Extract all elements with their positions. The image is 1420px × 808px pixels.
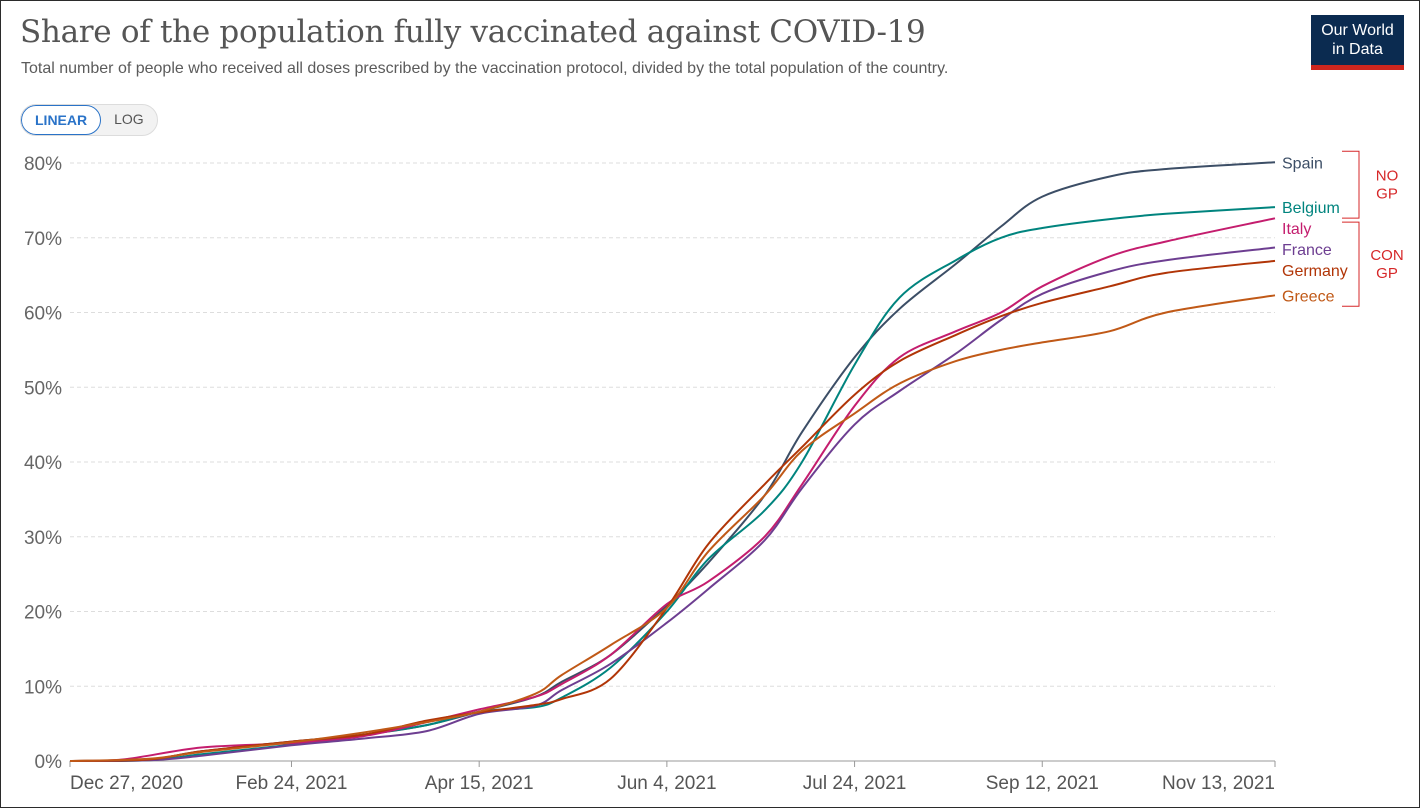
y-tick-label: 0% — [35, 752, 63, 773]
y-tick-label: 30% — [24, 528, 62, 549]
y-tick-label: 80% — [24, 154, 62, 175]
annotation-label: CON — [1370, 247, 1403, 264]
annotation-bracket — [1342, 150, 1360, 219]
x-tick-label: Feb 24, 2021 — [235, 773, 347, 794]
series-label-france: France — [1282, 242, 1332, 259]
series-label-italy: Italy — [1282, 221, 1311, 238]
y-tick-label: 50% — [24, 378, 62, 399]
y-tick-label: 10% — [24, 677, 62, 698]
series-label-greece: Greece — [1282, 288, 1335, 305]
annotation-label: NO — [1376, 168, 1399, 185]
owid-logo[interactable]: Our World in Data — [1311, 15, 1404, 70]
logo-line-2: in Data — [1332, 41, 1383, 58]
y-tick-label: 70% — [24, 229, 62, 250]
series-label-belgium: Belgium — [1282, 200, 1340, 217]
x-tick-label: Nov 13, 2021 — [1162, 773, 1275, 794]
series-line-france — [69, 246, 1276, 762]
log-scale-button[interactable]: LOG — [114, 111, 144, 127]
y-tick-label: 20% — [24, 603, 62, 624]
series-label-germany: Germany — [1282, 263, 1348, 280]
x-tick-label: Jul 24, 2021 — [803, 773, 907, 794]
y-tick-label: 60% — [24, 304, 62, 325]
x-tick-label: Sep 12, 2021 — [986, 773, 1099, 794]
annotation-bracket — [1342, 221, 1360, 307]
y-tick-label: 40% — [24, 453, 62, 474]
x-tick-label: Dec 27, 2020 — [70, 773, 183, 794]
linear-scale-button[interactable]: LINEAR — [21, 105, 102, 135]
series-line-greece — [69, 294, 1276, 762]
chart-title: Share of the population fully vaccinated… — [20, 14, 926, 50]
series-line-italy — [69, 217, 1276, 763]
logo-line-1: Our World — [1321, 22, 1394, 39]
chart-subtitle: Total number of people who received all … — [21, 60, 949, 77]
x-tick-label: Apr 15, 2021 — [425, 773, 534, 794]
annotation-label: GP — [1376, 265, 1398, 282]
series-label-spain: Spain — [1282, 155, 1323, 172]
scale-toggle: LINEAR LOG — [20, 104, 158, 136]
annotation-label: GP — [1376, 186, 1398, 203]
x-tick-label: Jun 4, 2021 — [617, 773, 716, 794]
